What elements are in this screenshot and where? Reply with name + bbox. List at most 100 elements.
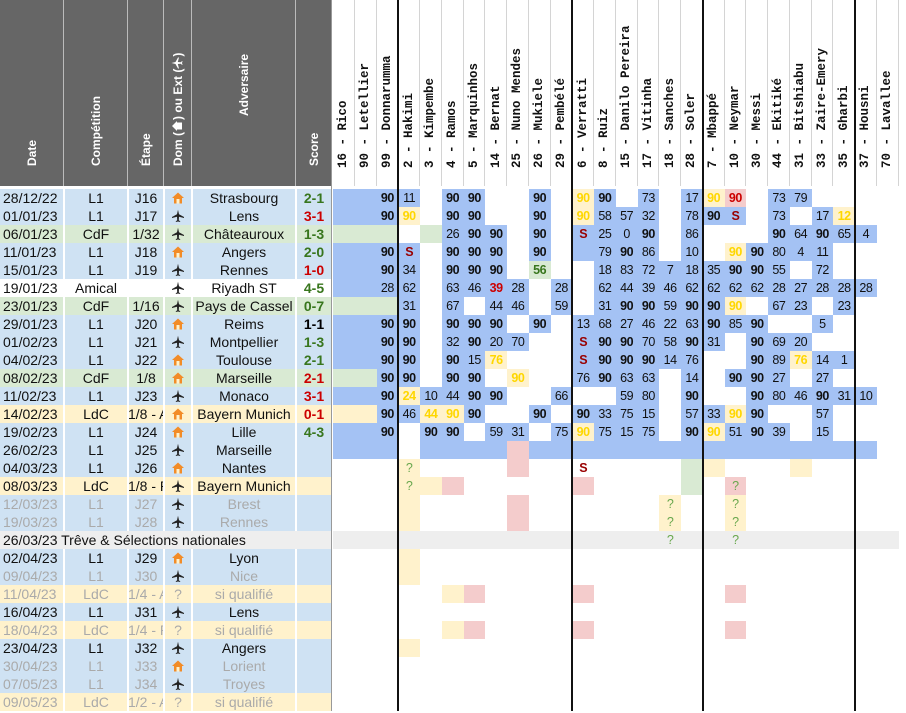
player-minutes-cell[interactable] [746, 693, 768, 711]
player-minutes-cell[interactable]: 10 [681, 243, 703, 261]
player-minutes-cell[interactable]: ? [724, 531, 747, 549]
player-minutes-cell[interactable]: 90 [768, 225, 790, 243]
player-minutes-cell[interactable] [659, 243, 681, 261]
date-cell[interactable]: 23/01/23 [0, 297, 64, 315]
player-minutes-cell[interactable] [333, 495, 355, 513]
player-header[interactable]: 8 - Ruiz [594, 0, 616, 186]
player-minutes-cell[interactable] [812, 333, 834, 351]
player-minutes-cell[interactable]: 90 [746, 333, 768, 351]
competition-cell[interactable]: CdF [64, 297, 128, 315]
player-minutes-cell[interactable] [877, 441, 899, 459]
player-minutes-cell[interactable]: 17 [681, 189, 703, 207]
competition-cell[interactable]: L1 [64, 387, 128, 405]
opponent-cell[interactable]: Rennes [192, 261, 296, 279]
score-cell[interactable] [296, 513, 332, 531]
player-minutes-cell[interactable]: 1 [833, 351, 855, 369]
player-minutes-cell[interactable]: 39 [637, 279, 660, 297]
player-minutes-cell[interactable]: S [572, 333, 594, 351]
player-minutes-cell[interactable] [594, 441, 616, 459]
player-minutes-cell[interactable]: 57 [615, 207, 638, 225]
header-adversaire[interactable]: Adversaire [192, 0, 296, 186]
player-minutes-cell[interactable]: 64 [789, 225, 812, 243]
player-minutes-cell[interactable]: 75 [615, 405, 638, 423]
player-minutes-cell[interactable] [529, 333, 551, 351]
player-minutes-cell[interactable] [463, 531, 486, 549]
header-score[interactable]: Score [296, 0, 332, 186]
etape-cell[interactable] [128, 279, 164, 297]
player-minutes-cell[interactable]: 90 [681, 387, 703, 405]
player-minutes-cell[interactable]: 20 [485, 333, 507, 351]
player-minutes-cell[interactable]: 62 [724, 279, 747, 297]
player-minutes-cell[interactable] [551, 315, 573, 333]
player-minutes-cell[interactable]: 51 [724, 423, 747, 441]
opponent-cell[interactable]: Nice [192, 567, 296, 585]
player-minutes-cell[interactable] [464, 423, 486, 441]
score-cell[interactable]: 0-1 [296, 405, 332, 423]
player-minutes-cell[interactable] [790, 549, 812, 567]
date-cell[interactable]: 26/03/23 Trêve & Sélections nationales [0, 531, 332, 549]
player-minutes-cell[interactable] [812, 639, 834, 657]
player-minutes-cell[interactable]: 62 [681, 279, 703, 297]
player-minutes-cell[interactable]: 31 [398, 297, 420, 315]
player-minutes-cell[interactable] [529, 657, 551, 675]
player-minutes-cell[interactable] [768, 459, 790, 477]
player-minutes-cell[interactable]: 10 [855, 387, 877, 405]
score-cell[interactable]: 4-5 [296, 279, 332, 297]
player-minutes-cell[interactable] [725, 639, 747, 657]
player-minutes-cell[interactable] [420, 441, 442, 459]
player-minutes-cell[interactable] [398, 513, 420, 531]
player-minutes-cell[interactable]: 18 [681, 261, 703, 279]
player-minutes-cell[interactable]: 90 [528, 405, 551, 423]
player-minutes-cell[interactable] [594, 549, 616, 567]
player-minutes-cell[interactable] [768, 405, 790, 423]
player-header[interactable]: 4 - Ramos [441, 0, 464, 186]
player-minutes-cell[interactable] [789, 459, 812, 477]
player-minutes-cell[interactable] [377, 513, 399, 531]
player-minutes-cell[interactable] [507, 621, 529, 639]
player-minutes-cell[interactable] [724, 441, 747, 459]
player-header[interactable]: 2 - Hakimi [398, 0, 420, 186]
player-minutes-cell[interactable] [529, 459, 551, 477]
etape-cell[interactable]: 1/2 - A [128, 693, 164, 711]
player-minutes-cell[interactable]: 23 [833, 297, 855, 315]
player-minutes-cell[interactable]: 46 [659, 279, 681, 297]
opponent-cell[interactable]: Angers [192, 243, 296, 261]
player-minutes-cell[interactable] [877, 369, 899, 387]
player-minutes-cell[interactable] [703, 549, 725, 567]
player-minutes-cell[interactable]: 90 [724, 405, 747, 423]
player-minutes-cell[interactable] [855, 207, 877, 225]
player-minutes-cell[interactable] [637, 441, 660, 459]
player-minutes-cell[interactable] [420, 297, 442, 315]
etape-cell[interactable]: 1/8 - A [128, 405, 164, 423]
opponent-cell[interactable]: Lyon [192, 549, 296, 567]
player-minutes-cell[interactable] [551, 459, 573, 477]
player-minutes-cell[interactable] [725, 549, 747, 567]
player-minutes-cell[interactable]: 12 [833, 207, 855, 225]
player-minutes-cell[interactable] [398, 531, 420, 549]
header-competition[interactable]: Compétition [64, 0, 128, 186]
player-minutes-cell[interactable] [790, 207, 812, 225]
player-minutes-cell[interactable] [355, 477, 377, 495]
player-minutes-cell[interactable] [333, 459, 355, 477]
player-minutes-cell[interactable] [855, 513, 877, 531]
date-cell[interactable]: 12/03/23 [0, 495, 64, 513]
player-minutes-cell[interactable] [877, 621, 899, 639]
competition-cell[interactable]: L1 [64, 567, 128, 585]
player-minutes-cell[interactable]: 72 [637, 261, 660, 279]
player-minutes-cell[interactable]: 44 [441, 387, 464, 405]
player-minutes-cell[interactable] [877, 477, 899, 495]
player-minutes-cell[interactable]: 11 [398, 189, 420, 207]
player-minutes-cell[interactable] [855, 675, 877, 693]
player-minutes-cell[interactable] [833, 441, 855, 459]
player-minutes-cell[interactable] [638, 585, 660, 603]
date-cell[interactable]: 09/05/23 [0, 693, 64, 711]
player-minutes-cell[interactable]: 90 [528, 225, 551, 243]
player-minutes-cell[interactable] [572, 261, 594, 279]
player-minutes-cell[interactable]: 56 [528, 261, 551, 279]
etape-cell[interactable]: 1/16 [128, 297, 164, 315]
score-cell[interactable]: 1-3 [296, 333, 332, 351]
etape-cell[interactable]: J16 [128, 189, 164, 207]
player-minutes-cell[interactable] [877, 405, 899, 423]
player-minutes-cell[interactable] [441, 531, 464, 549]
player-minutes-cell[interactable]: 70 [507, 333, 529, 351]
